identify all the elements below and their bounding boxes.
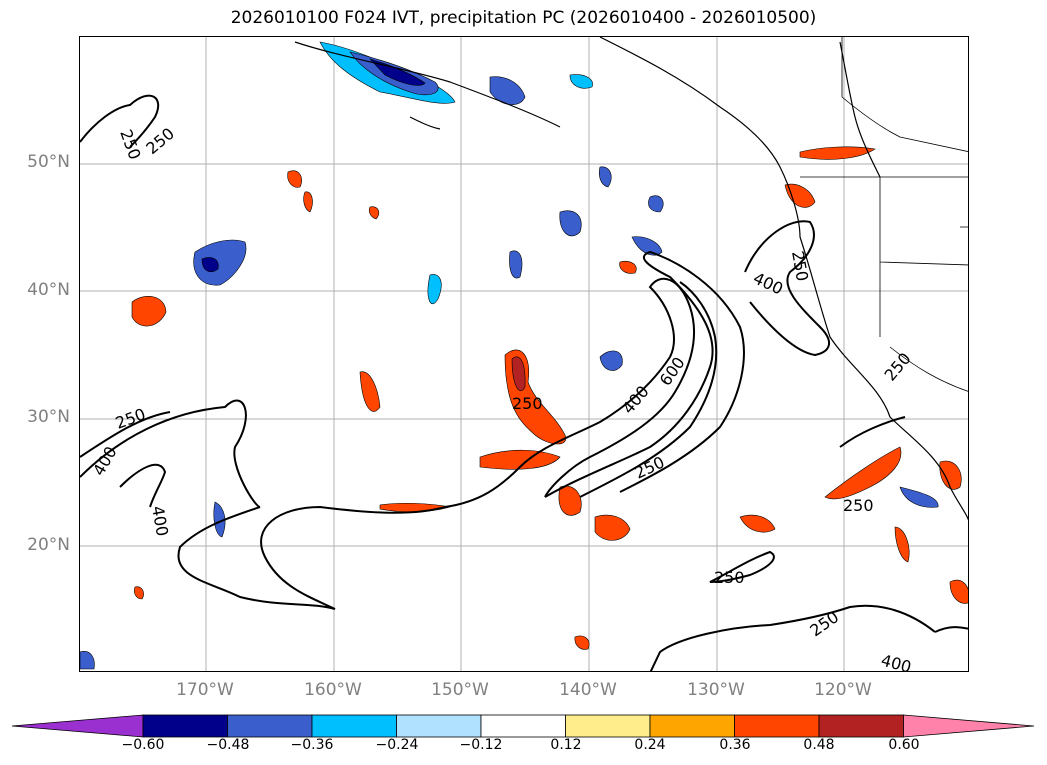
contour-label: 250 — [512, 394, 543, 413]
lon-label-130w: 130°W — [687, 680, 745, 700]
colorbar-tick: 0.12 — [550, 737, 582, 753]
colorbar-tick: 0.60 — [888, 737, 920, 753]
positive-precip-regions — [131, 146, 968, 650]
colorbar-extension-high — [903, 714, 1035, 738]
contour-label: 400 — [619, 382, 653, 418]
colorbar-segment — [396, 714, 482, 738]
contour-label: 400 — [750, 268, 786, 298]
colorbar-segment — [565, 714, 651, 738]
colorbar-tick: 0.24 — [634, 737, 666, 753]
colorbar-segment — [649, 714, 735, 738]
colorbar-tick: −0.60 — [121, 737, 165, 753]
borders — [800, 37, 968, 392]
contour-label: 400 — [879, 651, 913, 672]
contour-label: 600 — [656, 353, 689, 389]
ivt-contours — [80, 94, 968, 671]
colorbar-segment — [227, 714, 313, 738]
lat-label-50n: 50°N — [27, 152, 70, 172]
coastlines — [294, 37, 968, 521]
colorbar-tick: −0.12 — [459, 737, 503, 753]
contour-label: 250 — [714, 568, 745, 587]
lat-label-20n: 20°N — [27, 535, 70, 555]
colorbar-segment — [480, 714, 566, 738]
contour-label: 250 — [116, 127, 144, 162]
colorbar-tick: 0.48 — [803, 737, 835, 753]
colorbar-extension-low — [11, 714, 144, 738]
lon-label-140w: 140°W — [559, 680, 617, 700]
colorbar-segment — [734, 714, 820, 738]
contour-label: 250 — [843, 496, 874, 515]
colorbar-tick: 0.36 — [719, 737, 751, 753]
map-panel[interactable]: 250 250 250 400 400 250 400 600 250 400 … — [79, 36, 969, 672]
contour-label: 250 — [142, 124, 178, 158]
colorbar-tick: −0.36 — [290, 737, 334, 753]
lon-label-170w: 170°W — [176, 680, 234, 700]
contour-label: 250 — [881, 349, 915, 385]
contour-label: 250 — [632, 452, 668, 482]
lat-label-30n: 30°N — [27, 407, 70, 427]
lat-label-40n: 40°N — [27, 280, 70, 300]
contour-label: 400 — [148, 504, 172, 537]
colorbar-segment — [311, 714, 397, 738]
colorbar-segment — [818, 714, 904, 738]
map-graphics: 250 250 250 400 400 250 400 600 250 400 … — [80, 37, 968, 672]
lon-label-160w: 160°W — [304, 680, 362, 700]
contour-label: 250 — [788, 249, 812, 282]
lon-label-150w: 150°W — [431, 680, 489, 700]
colorbar-tick: −0.24 — [375, 737, 419, 753]
colorbar-tick: −0.48 — [206, 737, 250, 753]
map-title: 2026010100 F024 IVT, precipitation PC (2… — [230, 8, 817, 28]
contour-label: 250 — [113, 404, 148, 432]
colorbar-segment — [142, 714, 228, 738]
contour-label: 250 — [806, 607, 842, 640]
contour-label-group: 250 250 250 400 400 250 400 600 250 400 … — [89, 124, 915, 672]
lon-label-120w: 120°W — [814, 680, 872, 700]
colorbar — [11, 714, 1035, 738]
